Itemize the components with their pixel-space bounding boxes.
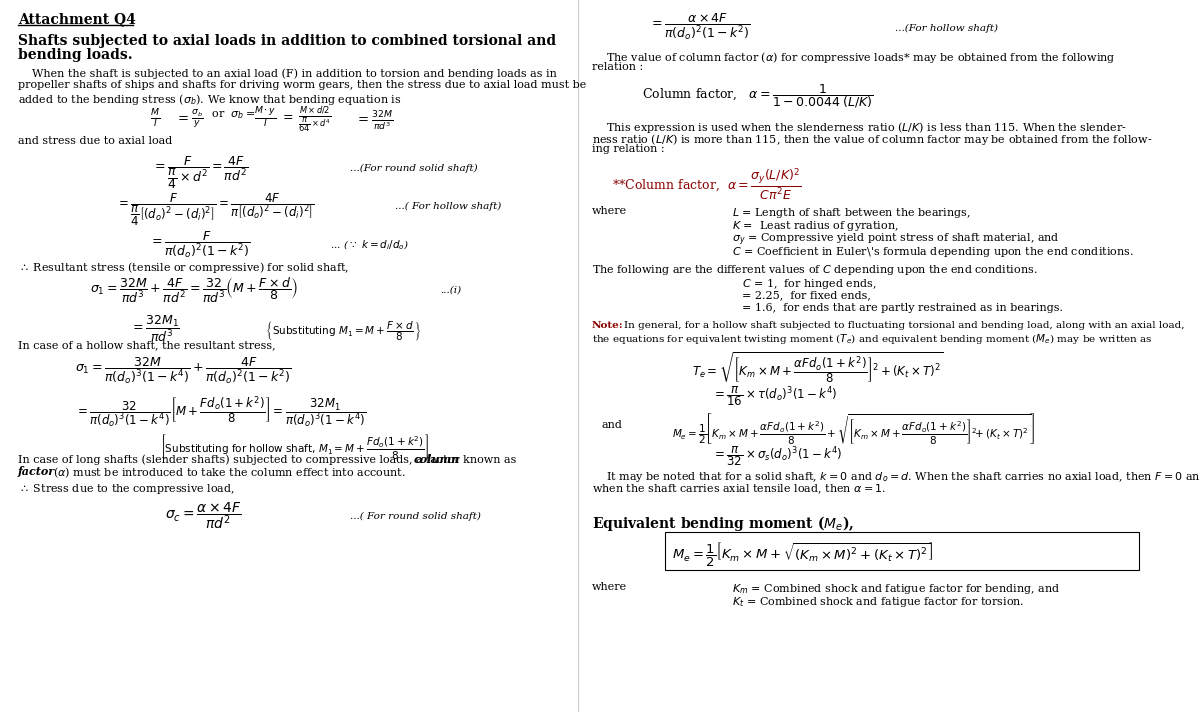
Text: The value of column factor ($\alpha$) for compressive loads* may be obtained fro: The value of column factor ($\alpha$) fo… bbox=[592, 50, 1116, 65]
Text: ... ($\because$ $k = d_i/d_o$): ... ($\because$ $k = d_i/d_o$) bbox=[330, 238, 409, 251]
Text: Column factor,   $\alpha = \dfrac{1}{1 - 0.0044 \; (L/K)}$: Column factor, $\alpha = \dfrac{1}{1 - 0… bbox=[642, 82, 874, 110]
Text: $C$ = Coefficient in Euler\'s formula depending upon the end conditions.: $C$ = Coefficient in Euler\'s formula de… bbox=[732, 245, 1134, 259]
Text: $K$ =  Least radius of gyration,: $K$ = Least radius of gyration, bbox=[732, 219, 899, 233]
Text: ...(i): ...(i) bbox=[440, 286, 461, 295]
Text: = 2.25,  for fixed ends,: = 2.25, for fixed ends, bbox=[742, 290, 871, 300]
Text: $= \frac{\sigma_b}{y}$: $= \frac{\sigma_b}{y}$ bbox=[175, 109, 204, 130]
Text: $\left[\text{Substituting for hollow shaft, } M_1 = M + \dfrac{F d_o (1+k^2)}{8}: $\left[\text{Substituting for hollow sha… bbox=[160, 432, 428, 461]
Text: ...( For hollow shaft): ...( For hollow shaft) bbox=[395, 202, 502, 211]
Text: $\frac{M \times d/2}{\dfrac{\pi}{64} \times d^4}$: $\frac{M \times d/2}{\dfrac{\pi}{64} \ti… bbox=[299, 104, 331, 134]
Text: $\sigma_c = \dfrac{\alpha \times 4F}{\pi d^2}$: $\sigma_c = \dfrac{\alpha \times 4F}{\pi… bbox=[166, 500, 241, 531]
Text: $\frac{M}{I}$: $\frac{M}{I}$ bbox=[150, 108, 160, 130]
Text: $= \dfrac{32}{\pi (d_o)^3 (1-k^4)} \left[M + \dfrac{F d_o (1+k^2)}{8}\right] = \: $= \dfrac{32}{\pi (d_o)^3 (1-k^4)} \left… bbox=[74, 394, 366, 429]
Text: = 1.6,  for ends that are partly restrained as in bearings.: = 1.6, for ends that are partly restrain… bbox=[742, 303, 1063, 313]
Text: relation :: relation : bbox=[592, 62, 643, 72]
Text: $=$: $=$ bbox=[280, 109, 294, 122]
Text: factor: factor bbox=[18, 466, 55, 477]
Text: ing relation :: ing relation : bbox=[592, 144, 665, 154]
Text: $K_m$ = Combined shock and fatigue factor for bending, and: $K_m$ = Combined shock and fatigue facto… bbox=[732, 582, 1061, 596]
Text: $\sigma_y$ = Compressive yield point stress of shaft material, and: $\sigma_y$ = Compressive yield point str… bbox=[732, 232, 1060, 248]
Text: The following are the different values of $C$ depending upon the end conditions.: The following are the different values o… bbox=[592, 263, 1038, 277]
Text: when the shaft carries axial tensile load, then $\alpha = 1$.: when the shaft carries axial tensile loa… bbox=[592, 482, 886, 496]
Text: $\frac{M \cdot y}{I}$: $\frac{M \cdot y}{I}$ bbox=[254, 106, 276, 130]
Text: $= \dfrac{F}{\pi (d_o)^2 (1-k^2)}$: $= \dfrac{F}{\pi (d_o)^2 (1-k^2)}$ bbox=[149, 230, 251, 260]
Text: In case of a hollow shaft, the resultant stress,: In case of a hollow shaft, the resultant… bbox=[18, 340, 276, 350]
Text: and stress due to axial load: and stress due to axial load bbox=[18, 136, 173, 146]
Text: propeller shafts of ships and shafts for driving worm gears, then the stress due: propeller shafts of ships and shafts for… bbox=[18, 80, 587, 90]
Text: $\therefore$ Stress due to the compressive load,: $\therefore$ Stress due to the compressi… bbox=[18, 482, 235, 496]
Text: **Column factor,  $\alpha = \dfrac{\sigma_y (L/K)^2}{C \pi^2 E}$: **Column factor, $\alpha = \dfrac{\sigma… bbox=[612, 166, 802, 202]
Text: column: column bbox=[414, 454, 461, 465]
Text: $= \dfrac{32 M_1}{\pi d^3}$: $= \dfrac{32 M_1}{\pi d^3}$ bbox=[130, 314, 180, 344]
Text: bending loads.: bending loads. bbox=[18, 48, 133, 62]
Text: When the shaft is subjected to an axial load (F) in addition to torsion and bend: When the shaft is subjected to an axial … bbox=[18, 68, 557, 78]
Text: $= \dfrac{\pi}{32} \times \sigma_s (d_o)^3 (1-k^4)$: $= \dfrac{\pi}{32} \times \sigma_s (d_o)… bbox=[712, 444, 842, 468]
Text: This expression is used when the slenderness ratio ($L/K$) is less than 115. Whe: This expression is used when the slender… bbox=[592, 120, 1127, 135]
Text: ($\alpha$) must be introduced to take the column effect into account.: ($\alpha$) must be introduced to take th… bbox=[53, 466, 406, 481]
Text: $K_t$ = Combined shock and fatigue factor for torsion.: $K_t$ = Combined shock and fatigue facto… bbox=[732, 595, 1025, 609]
Text: Note:: Note: bbox=[592, 321, 624, 330]
Text: ...(For round solid shaft): ...(For round solid shaft) bbox=[350, 164, 478, 173]
Text: In general, for a hollow shaft subjected to fluctuating torsional and bending lo: In general, for a hollow shaft subjected… bbox=[624, 321, 1184, 330]
Text: $= \dfrac{F}{\dfrac{\pi}{4} \times d^2} = \dfrac{4F}{\pi d^2}$: $= \dfrac{F}{\dfrac{\pi}{4} \times d^2} … bbox=[152, 154, 248, 191]
Text: Shafts subjected to axial loads in addition to combined torsional and: Shafts subjected to axial loads in addit… bbox=[18, 34, 556, 48]
Text: $= \dfrac{\alpha \times 4F}{\pi (d_o)^2 (1-k^2)}$: $= \dfrac{\alpha \times 4F}{\pi (d_o)^2 … bbox=[649, 12, 751, 42]
Text: $\therefore$ Resultant stress (tensile or compressive) for solid shaft,: $\therefore$ Resultant stress (tensile o… bbox=[18, 260, 349, 275]
Text: $= \dfrac{F}{\dfrac{\pi}{4}\left[(d_o)^2-(d_i)^2\right]} = \dfrac{4F}{\pi\left[(: $= \dfrac{F}{\dfrac{\pi}{4}\left[(d_o)^2… bbox=[115, 192, 314, 229]
Text: $\sigma_1 = \dfrac{32M}{\pi (d_o)^3 (1-k^4)} + \dfrac{4F}{\pi (d_o)^2 (1-k^2)}$: $\sigma_1 = \dfrac{32M}{\pi (d_o)^3 (1-k… bbox=[74, 356, 292, 386]
Text: ...( For round solid shaft): ...( For round solid shaft) bbox=[350, 512, 481, 521]
Text: $C$ = 1,  for hinged ends,: $C$ = 1, for hinged ends, bbox=[742, 277, 877, 291]
Text: $M_e = \dfrac{1}{2}\left[K_m \times M + \sqrt{(K_m \times M)^2 + (K_t \times T)^: $M_e = \dfrac{1}{2}\left[K_m \times M + … bbox=[672, 542, 934, 570]
Text: $L$ = Length of shaft between the bearings,: $L$ = Length of shaft between the bearin… bbox=[732, 206, 971, 220]
Text: It may be noted that for a solid shaft, $k=0$ and $d_o = d$. When the shaft carr: It may be noted that for a solid shaft, … bbox=[592, 470, 1200, 484]
Text: ness ratio ($L/K$) is more than 115, then the value of column factor may be obta: ness ratio ($L/K$) is more than 115, the… bbox=[592, 132, 1152, 147]
Text: $= \dfrac{\pi}{16} \times \tau (d_o)^3 (1-k^4)$: $= \dfrac{\pi}{16} \times \tau (d_o)^3 (… bbox=[712, 384, 838, 408]
Text: $M_e = \dfrac{1}{2}\!\left[K_m \times M + \dfrac{\alpha F d_o (1+k^2)}{8} + \sqr: $M_e = \dfrac{1}{2}\!\left[K_m \times M … bbox=[672, 412, 1034, 447]
Text: ...(For hollow shaft): ...(For hollow shaft) bbox=[895, 24, 998, 33]
Text: $T_e = \sqrt{\left[K_m \times M + \dfrac{\alpha F d_o (1+k^2)}{8}\right]^2 + (K_: $T_e = \sqrt{\left[K_m \times M + \dfrac… bbox=[692, 350, 943, 384]
Text: $\sigma_1 = \dfrac{32M}{\pi d^3} + \dfrac{4F}{\pi d^2} = \dfrac{32}{\pi d^3}\lef: $\sigma_1 = \dfrac{32M}{\pi d^3} + \dfra… bbox=[90, 276, 299, 305]
Text: In case of long shafts (slender shafts) subjected to compressive loads, a factor: In case of long shafts (slender shafts) … bbox=[18, 454, 520, 464]
Text: Attachment Q4: Attachment Q4 bbox=[18, 12, 136, 26]
Text: where: where bbox=[592, 206, 628, 216]
Text: the equations for equivalent twisting moment ($T_e$) and equivalent bending mome: the equations for equivalent twisting mo… bbox=[592, 332, 1153, 346]
Text: added to the bending stress ($\sigma_b$). We know that bending equation is: added to the bending stress ($\sigma_b$)… bbox=[18, 92, 402, 107]
Text: and: and bbox=[602, 420, 623, 430]
Text: where: where bbox=[592, 582, 628, 592]
Text: Equivalent bending moment ($M_e$),: Equivalent bending moment ($M_e$), bbox=[592, 514, 854, 533]
Text: $\left\{\text{Substituting } M_1 = M + \dfrac{F \times d}{8}\right\}$: $\left\{\text{Substituting } M_1 = M + \… bbox=[265, 319, 421, 343]
Text: or  $\sigma_b =$: or $\sigma_b =$ bbox=[208, 109, 256, 121]
Text: $= \frac{32M}{\pi d^3}$: $= \frac{32M}{\pi d^3}$ bbox=[355, 109, 394, 132]
FancyBboxPatch shape bbox=[665, 532, 1139, 570]
